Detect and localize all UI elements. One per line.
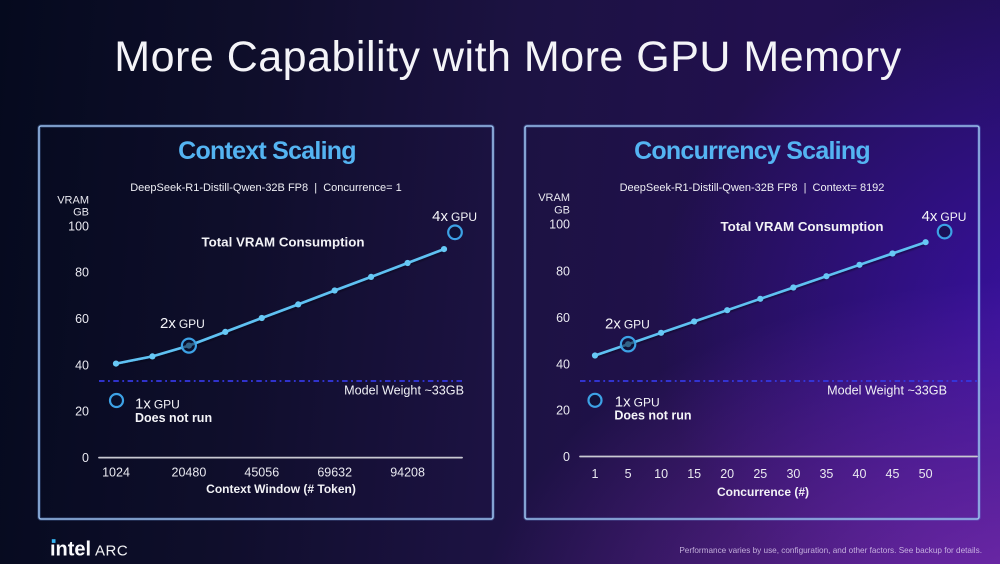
svg-text:15: 15 <box>687 467 701 481</box>
svg-text:0: 0 <box>563 450 570 464</box>
svg-text:40: 40 <box>556 357 570 371</box>
svg-text:20480: 20480 <box>172 466 207 480</box>
svg-text:40: 40 <box>75 358 89 372</box>
svg-text:20: 20 <box>556 404 570 418</box>
svg-text:94208: 94208 <box>390 466 425 480</box>
svg-text:5: 5 <box>625 467 632 481</box>
svg-text:50: 50 <box>919 467 933 481</box>
svg-text:80: 80 <box>75 266 89 280</box>
svg-text:Performance varies by use, con: Performance varies by use, configuration… <box>679 546 982 555</box>
svg-text:25: 25 <box>753 467 767 481</box>
svg-text:DeepSeek-R1-Distill-Qwen-32B F: DeepSeek-R1-Distill-Qwen-32B FP8 | Conte… <box>620 182 885 194</box>
svg-text:DeepSeek-R1-Distill-Qwen-32B F: DeepSeek-R1-Distill-Qwen-32B FP8 | Concu… <box>130 182 402 194</box>
svg-text:40: 40 <box>853 467 867 481</box>
svg-text:Context Window (# Token): Context Window (# Token) <box>206 482 356 496</box>
svg-text:10: 10 <box>654 467 668 481</box>
svg-text:GB: GB <box>73 207 89 219</box>
svg-text:Model Weight ~33GB: Model Weight ~33GB <box>827 384 947 398</box>
svg-text:GB: GB <box>554 205 570 217</box>
svg-text:Does not run: Does not run <box>614 409 691 423</box>
svg-text:20: 20 <box>720 467 734 481</box>
svg-text:Total VRAM Consumption: Total VRAM Consumption <box>721 219 884 234</box>
svg-text:20: 20 <box>75 405 89 419</box>
svg-text:1: 1 <box>592 467 599 481</box>
svg-text:1024: 1024 <box>102 466 130 480</box>
svg-text:60: 60 <box>75 312 89 326</box>
svg-text:0: 0 <box>82 451 89 465</box>
svg-text:100: 100 <box>549 217 570 231</box>
svg-text:30: 30 <box>786 467 800 481</box>
svg-text:80: 80 <box>556 265 570 279</box>
svg-text:More Capability with More GPU: More Capability with More GPU Memory <box>114 33 901 81</box>
svg-text:100: 100 <box>68 219 89 233</box>
svg-text:69632: 69632 <box>317 466 352 480</box>
svg-text:60: 60 <box>556 311 570 325</box>
svg-text:Total VRAM Consumption: Total VRAM Consumption <box>202 235 365 250</box>
svg-text:Does not run: Does not run <box>135 411 212 425</box>
svg-text:ARC: ARC <box>95 542 128 559</box>
svg-text:ıntel: ıntel <box>50 538 91 560</box>
svg-text:45056: 45056 <box>244 466 279 480</box>
svg-text:Model Weight ~33GB: Model Weight ~33GB <box>344 384 464 398</box>
svg-text:45: 45 <box>886 467 900 481</box>
svg-text:VRAM: VRAM <box>57 195 89 207</box>
svg-text:35: 35 <box>819 467 833 481</box>
svg-text:Context Scaling: Context Scaling <box>178 137 356 165</box>
svg-text:Concurrence (#): Concurrence (#) <box>717 485 809 499</box>
svg-text:VRAM: VRAM <box>538 192 570 204</box>
svg-text:Concurrency Scaling: Concurrency Scaling <box>634 137 870 165</box>
